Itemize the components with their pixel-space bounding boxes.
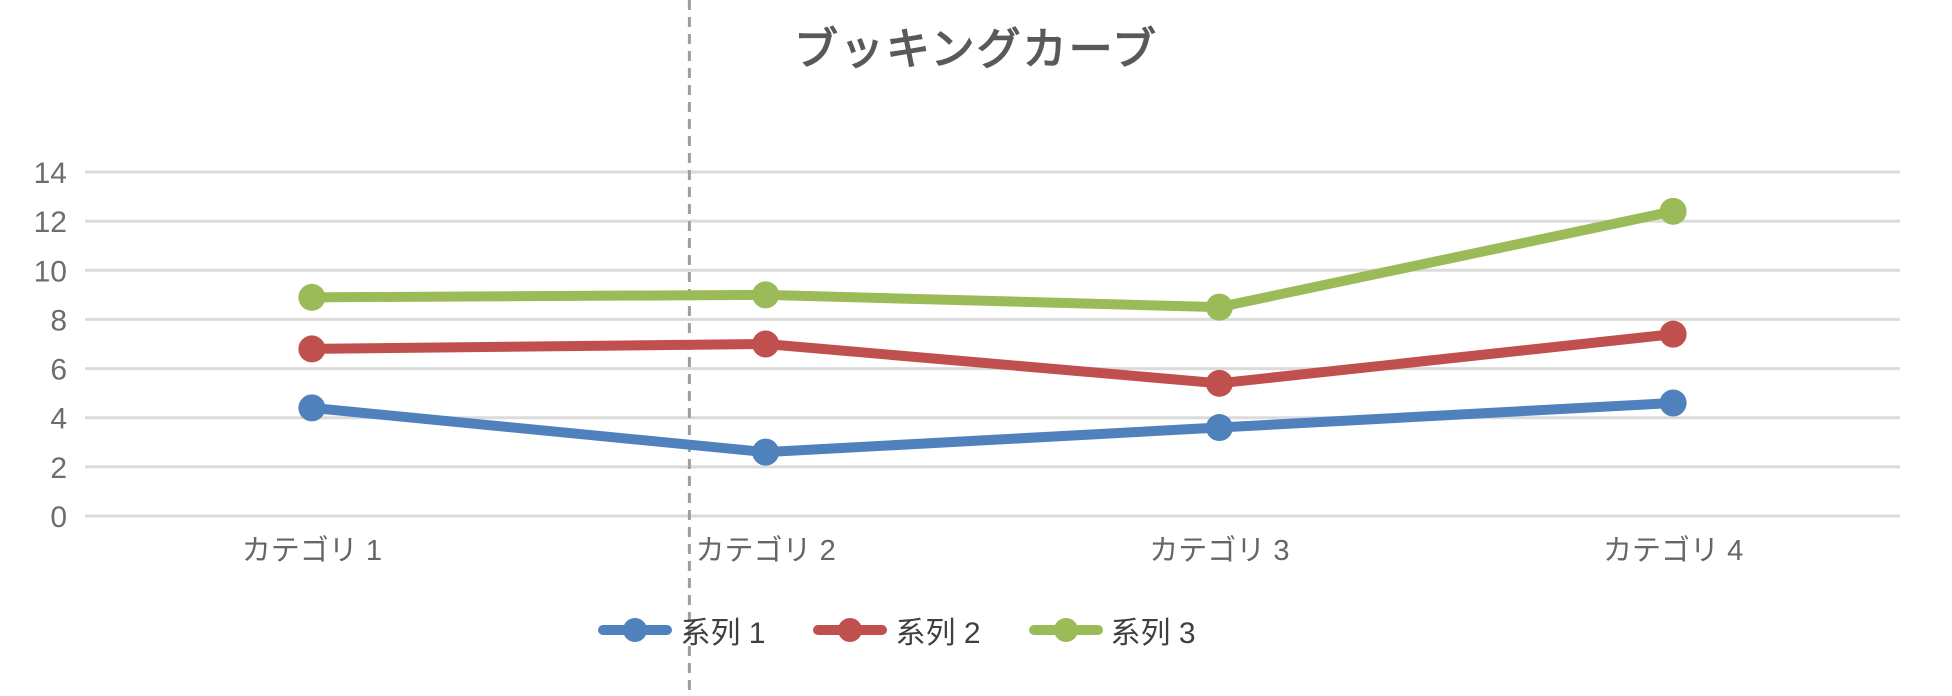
y-tick-label-10: 10	[34, 255, 67, 288]
data-point-s2-c1[interactable]	[298, 335, 326, 363]
series-line-1	[306, 397, 1679, 458]
x-category-label-2: カテゴリ 2	[696, 534, 836, 567]
data-point-s2-c3[interactable]	[1205, 369, 1233, 397]
data-point-s1-c4[interactable]	[1659, 389, 1687, 417]
y-tick-label-14: 14	[34, 157, 67, 190]
data-point-s3-c3[interactable]	[1205, 293, 1233, 321]
y-tick-label-12: 12	[34, 206, 67, 239]
x-category-label-4: カテゴリ 4	[1603, 534, 1743, 567]
data-point-s3-c1[interactable]	[298, 283, 326, 311]
legend-label: 系列 3	[1110, 617, 1196, 650]
chart-legend: 系列 1 系列 2 系列 3	[0, 608, 1794, 652]
legend-swatch-icon	[598, 618, 673, 642]
data-point-s2-c2[interactable]	[752, 330, 780, 358]
series-line-2	[306, 329, 1679, 389]
y-tick-label-4: 4	[50, 403, 67, 436]
y-tick-label-0: 0	[50, 501, 67, 534]
legend-label: 系列 1	[680, 617, 766, 650]
legend-label: 系列 2	[895, 617, 981, 650]
data-point-s1-c2[interactable]	[752, 438, 780, 466]
data-point-s3-c2[interactable]	[752, 281, 780, 309]
data-point-s1-c3[interactable]	[1205, 414, 1233, 442]
y-tick-label-2: 2	[50, 452, 67, 485]
x-category-label-3: カテゴリ 3	[1149, 534, 1289, 567]
legend-item-3[interactable]: 系列 3	[1028, 608, 1196, 652]
legend-item-1[interactable]: 系列 1	[598, 608, 765, 652]
legend-swatch-icon	[1028, 618, 1103, 642]
legend-item-2[interactable]: 系列 2	[813, 608, 981, 652]
y-tick-label-6: 6	[50, 354, 67, 387]
data-point-s1-c1[interactable]	[298, 394, 326, 422]
data-point-s2-c4[interactable]	[1659, 320, 1687, 348]
data-point-s3-c4[interactable]	[1659, 197, 1687, 225]
x-category-label-1: カテゴリ 1	[242, 534, 382, 567]
legend-swatch-icon	[813, 618, 888, 642]
series-line-3	[306, 206, 1679, 313]
y-tick-label-8: 8	[50, 304, 67, 337]
